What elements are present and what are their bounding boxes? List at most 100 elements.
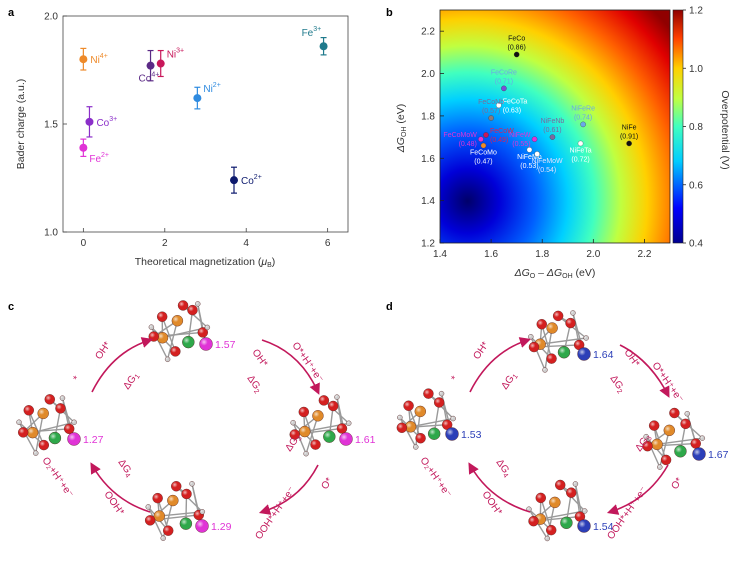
data-point-feconb: FeCoNb (0.57) — [478, 99, 504, 121]
atom-highlight — [396, 422, 407, 433]
atom-highlight — [423, 388, 434, 399]
atom-highlight — [560, 516, 573, 529]
atom-highlight — [669, 408, 680, 419]
panel-a-ylabel: Bader charge (a.u.) — [15, 79, 27, 169]
ion-label: Fe2+ — [89, 152, 109, 165]
atom-highlight — [23, 405, 34, 416]
ion-label: Ni3+ — [167, 48, 184, 61]
atom-highlight — [204, 324, 210, 330]
colorbar-tick-label: 1.0 — [689, 64, 703, 75]
point-name: NiFeW — [509, 132, 531, 139]
bond — [407, 405, 422, 439]
panel-a-xlabel: Theoretical magnetization (μB) — [135, 256, 276, 269]
panel-b-xlabel: ΔGO – ΔGOH (eV) — [514, 267, 596, 280]
atom-highlight — [310, 439, 321, 450]
atom-highlight — [428, 427, 441, 440]
point-value: (0.47) — [474, 159, 492, 166]
atom-highlight — [199, 337, 213, 351]
bader-charge-label: 1.27 — [83, 434, 104, 446]
atom-highlight — [328, 400, 339, 411]
arrow-step-2 — [619, 344, 670, 398]
colorbar-tick-label: 0.4 — [689, 239, 703, 250]
marker — [577, 140, 584, 147]
point-value: (0.49) — [490, 137, 508, 144]
atom-highlight — [195, 519, 209, 533]
atom-highlight — [160, 535, 166, 541]
point-name: NiFe — [622, 124, 637, 131]
atom-highlight — [171, 315, 183, 327]
data-point-ni4plus: Ni4+ — [79, 47, 108, 71]
atom-highlight — [555, 479, 566, 490]
atom-highlight — [577, 347, 591, 361]
atom-highlight — [197, 327, 208, 338]
atom-highlight — [67, 432, 81, 446]
atom-highlight — [181, 488, 192, 499]
colorbar — [672, 9, 684, 244]
adsorbate-structure: 1.27 — [16, 394, 104, 456]
atom-highlight — [178, 300, 189, 311]
marker — [146, 61, 155, 70]
data-point-fe2plus: Fe2+ — [79, 138, 109, 165]
bond — [305, 415, 319, 454]
atom-highlight — [699, 435, 705, 441]
atom-highlight — [680, 418, 691, 429]
colorbar-ticks: 0.4 0.6 0.8 1.0 1.2 — [683, 6, 703, 250]
marker — [496, 102, 502, 109]
data-point-fecomo: FeCoMo (0.47) — [470, 142, 497, 166]
point-name: NiFeTa — [569, 147, 591, 154]
bond — [197, 303, 207, 345]
point-name: FeCoMoW — [443, 132, 477, 139]
atom-highlight — [334, 394, 340, 400]
step1-reactant: * — [71, 374, 82, 384]
step3-reactant: O* — [319, 476, 335, 492]
colorbar-label: Overpotential (V) — [719, 90, 731, 169]
marker — [79, 143, 88, 152]
arrow-step-3 — [606, 464, 669, 515]
x-tick-label: 2.0 — [586, 249, 600, 260]
atom-highlight — [157, 332, 169, 344]
panel-b-axes-frame — [439, 9, 671, 244]
atom-highlight — [442, 419, 453, 430]
atom-highlight — [323, 430, 336, 443]
marker — [483, 132, 489, 138]
ion-label: Ni4+ — [90, 53, 107, 66]
atom-highlight — [558, 346, 571, 359]
data-point-nifere: NiFeRe (0.74) — [571, 105, 595, 128]
data-point-fecota: FeCoTa (0.63) — [496, 98, 527, 114]
atom-highlight — [59, 395, 65, 401]
marker — [79, 55, 88, 64]
data-point-fecow: FeCoW (0.49) — [483, 128, 514, 144]
atom-highlight — [44, 394, 55, 405]
step1-product: OH* — [471, 340, 491, 362]
atom-highlight — [415, 433, 426, 444]
data-point-nife: NiFe (0.91) — [620, 124, 638, 147]
atom-highlight — [71, 419, 77, 425]
step2-reactant: OH* — [622, 347, 642, 369]
atom-highlight — [163, 525, 174, 536]
atom-highlight — [299, 426, 311, 438]
data-point-fecomow: FeCoMoW (0.48) — [443, 132, 484, 148]
adsorbate-structure: 1.57 — [148, 300, 236, 363]
atom-highlight — [574, 339, 585, 350]
atom-highlight — [528, 516, 539, 527]
bond — [28, 410, 45, 446]
point-value: (0.91) — [620, 133, 638, 140]
atom-highlight — [413, 444, 419, 450]
atom-highlight — [298, 406, 309, 417]
marker — [534, 151, 540, 157]
step4-product: O₂+H⁺+e⁻ — [40, 455, 76, 500]
atom-highlight — [346, 420, 352, 426]
atom-highlight — [145, 515, 156, 526]
atom-highlight — [651, 438, 663, 450]
step2-product: O*+H⁺+e⁻ — [290, 340, 326, 385]
point-name: FeCoMo — [470, 150, 497, 157]
atom-highlight — [674, 445, 687, 458]
atom-highlight — [553, 310, 564, 321]
panel-b-heatmap — [440, 10, 670, 243]
step1-dg: ΔG1 — [499, 370, 519, 392]
atom-highlight — [528, 334, 534, 340]
atom-highlight — [148, 331, 159, 342]
atom-highlight — [145, 504, 151, 510]
ion-label: Co2+ — [241, 174, 262, 187]
adsorbate-structure: 1.29 — [144, 481, 232, 541]
